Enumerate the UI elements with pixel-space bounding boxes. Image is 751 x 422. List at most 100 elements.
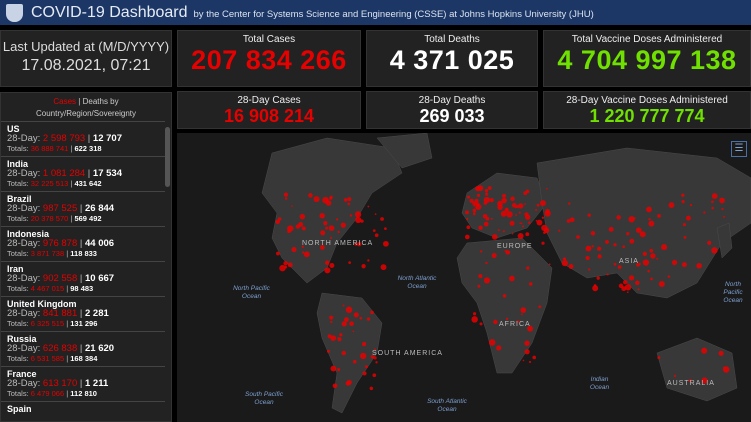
country-item[interactable]: India 28-Day: 1 081 284 | 17 534 Totals: …	[1, 156, 165, 191]
case-dot[interactable]	[701, 347, 708, 354]
case-dot[interactable]	[642, 259, 650, 266]
case-dot[interactable]	[543, 231, 546, 235]
case-dot[interactable]	[349, 214, 353, 217]
case-dot[interactable]	[372, 373, 377, 378]
case-dot[interactable]	[648, 218, 651, 221]
case-dot[interactable]	[592, 285, 599, 292]
case-dot[interactable]	[541, 241, 545, 245]
case-dot[interactable]	[488, 339, 496, 346]
case-dot[interactable]	[624, 284, 632, 291]
country-item[interactable]: US 28-Day: 2 598 793 | 12 707 Totals: 36 …	[1, 121, 165, 156]
case-dot[interactable]	[711, 206, 714, 210]
map-canvas[interactable]	[177, 133, 751, 422]
case-dot[interactable]	[324, 267, 331, 274]
case-dot[interactable]	[343, 198, 348, 202]
case-dot[interactable]	[374, 348, 376, 351]
case-dot[interactable]	[585, 245, 592, 252]
case-dot[interactable]	[519, 222, 522, 225]
case-dot[interactable]	[279, 264, 286, 272]
case-dot[interactable]	[284, 197, 288, 200]
case-dot[interactable]	[626, 291, 629, 294]
case-dot[interactable]	[502, 230, 505, 233]
case-dot[interactable]	[606, 273, 609, 276]
case-dot[interactable]	[497, 204, 503, 210]
case-dot[interactable]	[635, 227, 642, 234]
case-dot[interactable]	[535, 209, 538, 212]
case-dot[interactable]	[344, 317, 349, 322]
case-dot[interactable]	[524, 203, 526, 205]
case-dot[interactable]	[597, 254, 602, 259]
case-dot[interactable]	[711, 200, 714, 204]
case-dot[interactable]	[703, 211, 706, 214]
case-dot[interactable]	[308, 193, 313, 198]
case-dot[interactable]	[647, 269, 650, 273]
case-dot[interactable]	[505, 317, 509, 321]
case-dot[interactable]	[535, 219, 538, 222]
case-dot[interactable]	[298, 221, 304, 227]
case-dot[interactable]	[337, 230, 340, 234]
case-dot[interactable]	[638, 262, 641, 266]
case-dot[interactable]	[536, 203, 540, 207]
case-dot[interactable]	[681, 262, 687, 268]
case-dot[interactable]	[301, 251, 305, 254]
case-dot[interactable]	[608, 226, 614, 232]
case-dot[interactable]	[604, 239, 609, 244]
case-dot[interactable]	[511, 202, 517, 208]
case-dot[interactable]	[485, 192, 489, 196]
case-dot[interactable]	[723, 215, 726, 218]
case-dot[interactable]	[568, 202, 571, 205]
case-dot[interactable]	[629, 238, 635, 244]
case-dot[interactable]	[325, 226, 329, 230]
case-dot[interactable]	[341, 350, 346, 356]
case-dot[interactable]	[476, 193, 481, 197]
case-dot[interactable]	[478, 225, 483, 231]
case-dot[interactable]	[303, 251, 310, 258]
case-dot[interactable]	[357, 242, 362, 247]
case-dot[interactable]	[515, 214, 518, 216]
case-dot[interactable]	[518, 203, 524, 209]
case-dot[interactable]	[342, 304, 345, 307]
country-list[interactable]: US 28-Day: 2 598 793 | 12 707 Totals: 36 …	[1, 121, 165, 421]
case-dot[interactable]	[563, 257, 567, 261]
case-dot[interactable]	[509, 220, 515, 226]
case-dot[interactable]	[374, 213, 377, 216]
case-dot[interactable]	[330, 320, 333, 324]
case-dot[interactable]	[323, 221, 328, 226]
case-dot[interactable]	[380, 264, 387, 271]
case-dot[interactable]	[526, 266, 530, 270]
case-dot[interactable]	[561, 260, 568, 267]
case-dot[interactable]	[361, 341, 367, 347]
case-dot[interactable]	[365, 365, 369, 369]
case-dot[interactable]	[518, 211, 521, 214]
case-dot[interactable]	[719, 197, 725, 204]
case-dot[interactable]	[569, 217, 575, 223]
case-dot[interactable]	[525, 232, 530, 237]
case-dot[interactable]	[722, 366, 730, 373]
case-dot[interactable]	[339, 333, 343, 337]
case-dot[interactable]	[681, 200, 685, 204]
case-dot[interactable]	[367, 205, 370, 208]
case-dot[interactable]	[596, 276, 600, 280]
case-dot[interactable]	[291, 247, 297, 253]
case-dot[interactable]	[701, 377, 708, 384]
case-dot[interactable]	[277, 217, 282, 221]
case-dot[interactable]	[661, 244, 668, 251]
case-dot[interactable]	[524, 340, 530, 346]
case-dot[interactable]	[506, 211, 513, 218]
case-dot[interactable]	[487, 186, 492, 190]
case-dot[interactable]	[330, 335, 337, 341]
case-dot[interactable]	[362, 371, 367, 376]
case-dot[interactable]	[673, 374, 677, 378]
case-dot[interactable]	[332, 383, 338, 389]
case-dot[interactable]	[489, 198, 494, 203]
country-item[interactable]: Spain	[1, 401, 165, 416]
case-dot[interactable]	[528, 360, 532, 364]
case-dot[interactable]	[502, 294, 507, 298]
case-dot[interactable]	[349, 321, 354, 327]
case-dot[interactable]	[352, 330, 355, 333]
case-dot[interactable]	[633, 217, 636, 220]
case-dot[interactable]	[291, 205, 293, 207]
case-dot[interactable]	[477, 284, 481, 288]
case-dot[interactable]	[524, 214, 531, 220]
case-dot[interactable]	[347, 202, 351, 206]
